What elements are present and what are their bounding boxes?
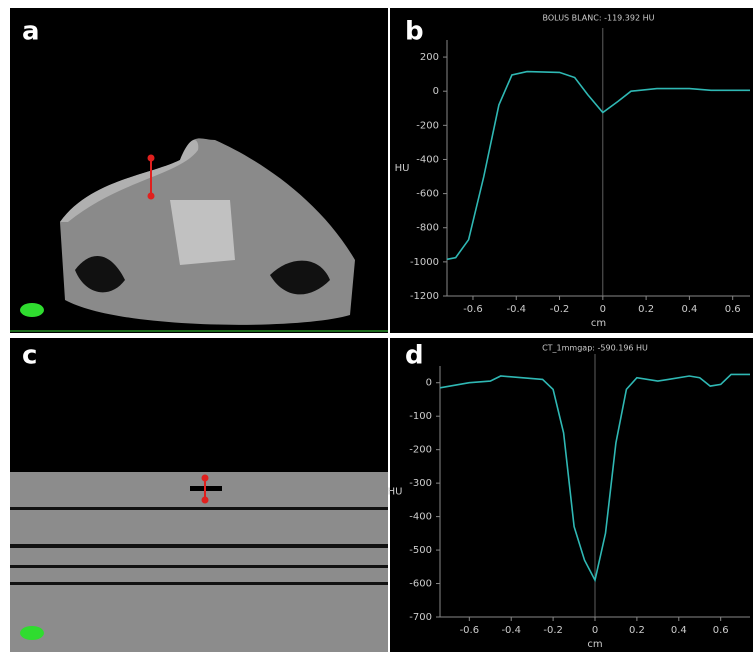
y-tick-label: -200 (409, 445, 432, 456)
x-tick-label: 0 (600, 304, 606, 315)
chart-background (390, 8, 753, 333)
panel-label: b (405, 17, 424, 47)
y-tick-label: -800 (416, 223, 439, 234)
x-axis-label: cm (587, 639, 602, 650)
y-tick-label: 0 (426, 378, 432, 389)
data-line (439, 373, 750, 583)
x-tick-label: 0 (592, 625, 598, 636)
x-tick-label: 0.6 (725, 304, 741, 315)
x-axis-label: cm (591, 318, 606, 329)
chart-title: BOLUS BLANC: -119.392 HU (543, 14, 655, 23)
y-tick-label: -600 (416, 189, 439, 200)
y-tick-label: 200 (420, 52, 439, 63)
y-tick-label: -100 (409, 411, 432, 422)
x-tick-label: 0.4 (671, 625, 687, 636)
ct-image-a (10, 8, 388, 333)
y-tick-label: -300 (409, 478, 432, 489)
y-axis-label: HU (395, 163, 410, 174)
panel-label: a (22, 17, 40, 47)
chart-title: CT_1mmgap: -590.196 HU (542, 344, 648, 353)
x-tick-label: 0.6 (713, 625, 729, 636)
y-tick-label: 0 (433, 86, 439, 97)
x-tick-label: 0.2 (629, 625, 645, 636)
x-tick-label: -0.6 (463, 304, 483, 315)
ct-image-c (10, 338, 388, 652)
y-axis-label: HU (388, 487, 403, 498)
y-tick-label: -400 (416, 154, 439, 165)
y-tick-label: -200 (416, 120, 439, 131)
y-tick-label: -600 (409, 579, 432, 590)
x-tick-label: -0.4 (501, 625, 521, 636)
panel-label: d (405, 341, 424, 371)
chart-background (390, 338, 753, 652)
x-tick-label: -0.2 (543, 625, 563, 636)
x-tick-label: -0.4 (506, 304, 526, 315)
x-tick-label: -0.6 (460, 625, 480, 636)
x-tick-label: 0.2 (638, 304, 654, 315)
x-tick-label: -0.2 (550, 304, 570, 315)
y-tick-label: -1000 (410, 257, 439, 268)
panel-label: c (22, 341, 37, 371)
y-tick-label: -700 (409, 612, 432, 623)
y-tick-label: -500 (409, 545, 432, 556)
y-tick-label: -400 (409, 512, 432, 523)
y-tick-label: -1200 (410, 291, 439, 302)
data-line (446, 70, 750, 261)
x-tick-label: 0.4 (681, 304, 697, 315)
